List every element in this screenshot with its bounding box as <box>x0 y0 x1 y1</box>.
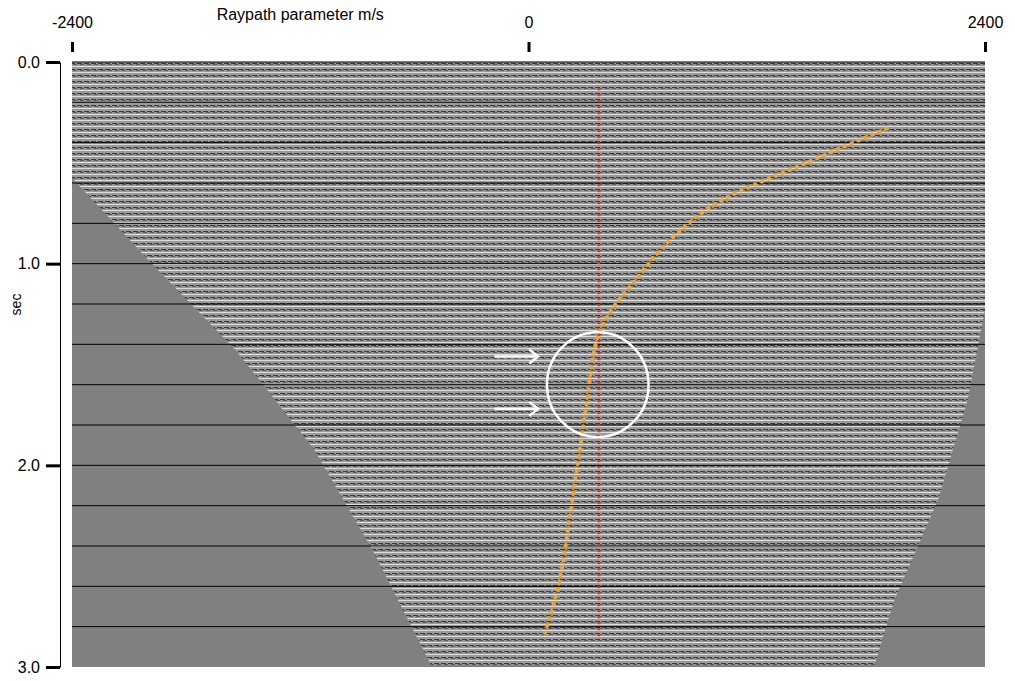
time-line <box>72 263 985 264</box>
y-tick: 0.0 <box>18 54 60 71</box>
y-tick-mark <box>46 666 60 669</box>
time-line <box>72 304 985 305</box>
x-tick-label: 0 <box>525 14 534 31</box>
arrow-head <box>529 402 538 416</box>
highlight-circle <box>547 332 649 437</box>
y-tick-label: 2.0 <box>18 457 40 474</box>
arrow-head <box>529 349 538 363</box>
data-region <box>72 62 985 665</box>
arrow-shaft <box>494 408 536 411</box>
time-line <box>72 465 985 466</box>
x-tick-mark <box>71 42 74 52</box>
time-line <box>72 142 985 143</box>
y-tick-label: 0.0 <box>18 54 40 71</box>
time-line <box>72 223 985 224</box>
x-tick-label: 2400 <box>968 14 1004 31</box>
y-tick-mark <box>46 263 60 266</box>
time-line <box>72 183 985 184</box>
arrow-shaft <box>494 355 536 358</box>
x-tick-label: -2400 <box>52 14 93 31</box>
y-tick-label: 3.0 <box>18 659 40 676</box>
x-tick-mark <box>984 42 987 52</box>
time-line <box>72 586 985 587</box>
x-axis-title: Raypath parameter m/s <box>217 6 384 23</box>
y-tick: 3.0 <box>18 659 60 676</box>
y-tick-mark <box>46 464 60 467</box>
arrow <box>494 349 538 363</box>
plot-area <box>72 62 985 665</box>
x-tick: 2400 <box>968 14 1004 52</box>
y-tick: 2.0 <box>18 457 60 474</box>
y-axis-title: sec <box>8 294 24 316</box>
time-line <box>72 546 985 547</box>
x-range-line <box>72 62 985 63</box>
chart: -2400 0 2400 0.0 1.0 2.0 3.0 Raypath parameter … <box>0 0 1015 681</box>
y-tick-mark <box>46 61 60 64</box>
arrow <box>494 402 538 416</box>
x-tick: 0 <box>525 14 534 52</box>
y-axis-line <box>60 63 61 668</box>
y-tick: 1.0 <box>18 255 60 272</box>
x-tick: -2400 <box>52 14 93 52</box>
x-tick-mark <box>528 42 531 52</box>
time-line <box>72 384 985 385</box>
y-axis: 0.0 1.0 2.0 3.0 <box>18 54 61 676</box>
time-line <box>72 505 985 506</box>
y-tick-label: 1.0 <box>18 255 40 272</box>
x-axis: -2400 0 2400 <box>52 14 1003 52</box>
time-line <box>72 626 985 627</box>
plot-background <box>72 62 985 667</box>
vertical-line <box>597 88 600 637</box>
time-line <box>72 425 985 426</box>
time-line <box>72 344 985 345</box>
velocity-curve <box>545 129 886 633</box>
time-line <box>72 102 985 103</box>
